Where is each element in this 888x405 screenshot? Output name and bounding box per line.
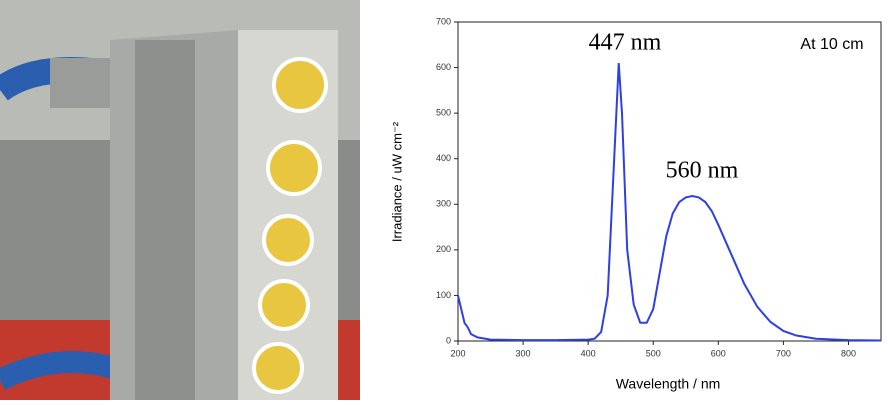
- y-tick-label: 200: [436, 244, 451, 254]
- x-tick-label: 400: [581, 348, 596, 358]
- y-tick-label: 100: [436, 290, 451, 300]
- annotation: 447 nm: [589, 30, 662, 56]
- annotation: 560 nm: [666, 158, 739, 184]
- x-tick-label: 700: [776, 348, 791, 358]
- spectrum-line: [457, 62, 882, 342]
- plot-frame: [457, 21, 882, 342]
- photo: [0, 0, 360, 400]
- y-tick-label: 700: [436, 16, 451, 26]
- x-axis-label: Wavelength / nm: [616, 376, 721, 392]
- x-tick-label: 200: [450, 348, 465, 358]
- x-tick-label: 300: [516, 348, 531, 358]
- y-tick-label: 0: [446, 335, 451, 345]
- y-tick-label: 300: [436, 199, 451, 209]
- y-axis-label: Irradiance / uW cm⁻²: [389, 121, 404, 242]
- x-tick-label: 800: [841, 348, 856, 358]
- x-tick-label: 500: [646, 348, 661, 358]
- y-tick-label: 600: [436, 62, 451, 72]
- x-tick-label: 600: [711, 348, 726, 358]
- annotation: At 10 cm: [800, 36, 863, 53]
- y-tick-label: 500: [436, 108, 451, 118]
- y-tick-label: 400: [436, 153, 451, 163]
